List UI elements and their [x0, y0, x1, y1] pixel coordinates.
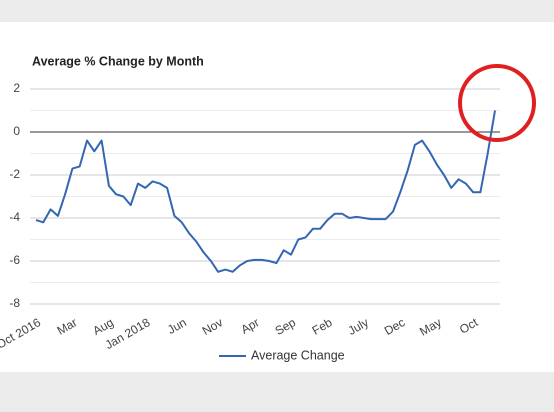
grid — [30, 88, 500, 305]
y-tick-label: 2 — [13, 81, 20, 95]
line-series — [35, 110, 496, 273]
y-tick-label: 0 — [13, 124, 20, 138]
chart-title: Average % Change by Month — [32, 54, 204, 68]
y-tick-label: -6 — [9, 253, 20, 267]
legend-label: Average Change — [251, 348, 345, 362]
y-tick-label: -2 — [9, 167, 20, 181]
plot — [35, 110, 496, 273]
highlight-circle — [458, 64, 536, 142]
y-tick-label: -4 — [9, 210, 20, 224]
y-tick-label: -8 — [9, 296, 20, 310]
